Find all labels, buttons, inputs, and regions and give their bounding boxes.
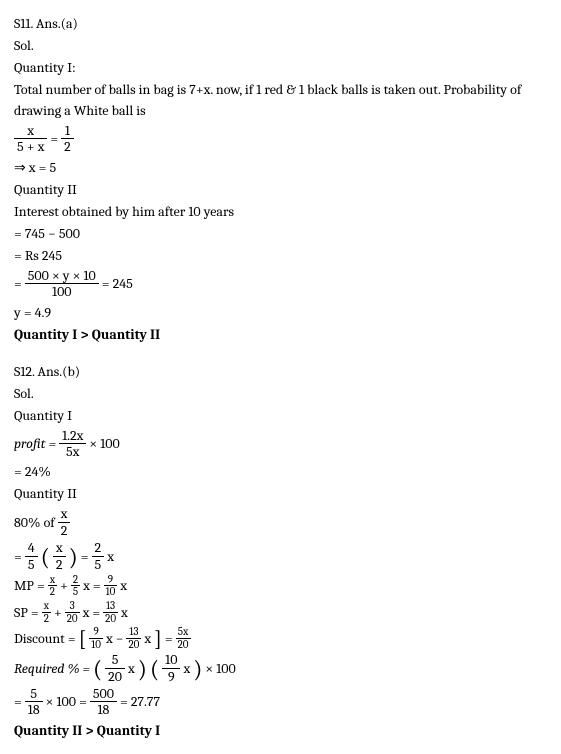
fraction: 2 5: [92, 540, 105, 572]
fraction: 5x 20: [176, 626, 191, 650]
fraction: 500 18: [90, 686, 117, 718]
s11-y-result: y = 4.9: [14, 302, 547, 323]
s12-mp-line: MP = x 2 + 2 5 x = 9 10 x: [14, 574, 547, 598]
s12-80pct-line: 80% of x 2: [14, 506, 547, 538]
fraction: 1.2x 5x: [59, 428, 86, 460]
s11-q2-text: Interest obtained by him after 10 years: [14, 201, 547, 222]
s12-sol: Sol.: [14, 383, 547, 404]
discount-label: Discount =: [14, 628, 76, 649]
mp-label: MP =: [14, 575, 45, 596]
equals-sign: =: [165, 628, 173, 649]
open-paren-icon: (: [150, 657, 159, 681]
times-100: × 100: [89, 433, 119, 454]
minus-sign: −: [116, 628, 124, 649]
s12-q1-label: Quantity I: [14, 405, 547, 426]
var-x: x: [121, 602, 128, 623]
close-bracket-icon: ]: [154, 628, 162, 650]
close-paren-icon: ): [138, 657, 147, 681]
s12-sp-line: SP = x 2 + 3 20 x = 13 20 x: [14, 600, 547, 624]
fraction: 9 10: [89, 626, 103, 650]
s11-eq1: x 5 + x = 1 2: [14, 123, 547, 155]
s11-eq2: = 500 × y × 10 100 = 245: [14, 268, 547, 300]
var-x: x: [144, 628, 151, 649]
fraction: 10 9: [162, 652, 180, 684]
s12-q2-label: Quantity II: [14, 483, 547, 504]
s12-final-line: = 5 18 × 100 = 500 18 = 27.77: [14, 686, 547, 718]
s12-profit-eq: profit = 1.2x 5x × 100: [14, 428, 547, 460]
s12-simplify-line: = 4 5 ( x 2 ) = 2 5 x: [14, 540, 547, 572]
open-paren-icon: (: [93, 657, 102, 681]
s11-calc1: = 745 − 500: [14, 223, 547, 244]
times-100-equals: × 100 =: [46, 691, 87, 712]
s11-header: S11. Ans.(a): [14, 13, 547, 34]
fraction: 9 10: [104, 574, 118, 598]
var-x: x: [83, 602, 90, 623]
sp-label: SP =: [14, 602, 39, 623]
fraction: 4 5: [25, 540, 38, 572]
close-paren-icon: ): [193, 657, 202, 681]
var-x: x: [83, 575, 90, 596]
s12-required-line: Required % = ( 5 20 x ) ( 10 9 x ) × 100: [14, 652, 547, 684]
open-paren-icon: (: [41, 545, 50, 569]
profit-label: profit =: [14, 433, 56, 454]
final-value: = 27.77: [120, 691, 160, 712]
equals-value: = 245: [102, 273, 133, 294]
s12-conclusion: Quantity II > Quantity I: [14, 720, 547, 741]
s12-header: S12. Ans.(b): [14, 361, 547, 382]
equals-sign: =: [93, 575, 101, 596]
var-x: x: [128, 658, 135, 679]
fraction: x 2: [53, 540, 66, 572]
equals-sign: =: [81, 546, 89, 567]
eighty-percent-of: 80% of: [14, 512, 55, 533]
equals-sign: =: [14, 546, 22, 567]
equals-sign: =: [50, 128, 58, 149]
fraction: 500 × y × 10 100: [25, 268, 99, 300]
var-x: x: [106, 628, 113, 649]
s11-q1-text: Total number of balls in bag is 7+x. now…: [14, 79, 547, 121]
open-bracket-icon: [: [79, 628, 87, 650]
times-100: × 100: [205, 658, 235, 679]
fraction: 5 18: [25, 686, 43, 718]
fraction: 2 5: [71, 574, 80, 598]
plus-sign: +: [54, 602, 62, 623]
plus-sign: +: [60, 575, 68, 596]
s11-result-x: ⇒ x = 5: [14, 157, 547, 178]
s11-q1-label: Quantity I:: [14, 57, 547, 78]
fraction: 13 20: [103, 600, 118, 624]
fraction: x 5 + x: [14, 123, 47, 155]
close-paren-icon: ): [69, 545, 78, 569]
s11-conclusion: Quantity I > Quantity II: [14, 324, 547, 345]
fraction: x 2: [48, 574, 57, 598]
var-x: x: [107, 546, 114, 567]
s11-sol: Sol.: [14, 35, 547, 56]
equals-sign: =: [14, 691, 22, 712]
fraction: 13 20: [126, 626, 141, 650]
fraction: x 2: [42, 600, 51, 624]
s12-discount-line: Discount = [ 9 10 x − 13 20 x ] = 5x 20: [14, 626, 547, 650]
fraction: 1 2: [61, 123, 74, 155]
s11-q2-label: Quantity II: [14, 179, 547, 200]
fraction: 3 20: [65, 600, 80, 624]
equals-sign: =: [14, 273, 22, 294]
fraction: 5 20: [105, 652, 125, 684]
var-x: x: [183, 658, 190, 679]
s12-profit-result: = 24%: [14, 461, 547, 482]
s11-calc2: = Rs 245: [14, 245, 547, 266]
equals-sign: =: [92, 602, 100, 623]
var-x: x: [120, 575, 127, 596]
required-label: Required % =: [14, 658, 90, 679]
fraction: x 2: [58, 506, 71, 538]
